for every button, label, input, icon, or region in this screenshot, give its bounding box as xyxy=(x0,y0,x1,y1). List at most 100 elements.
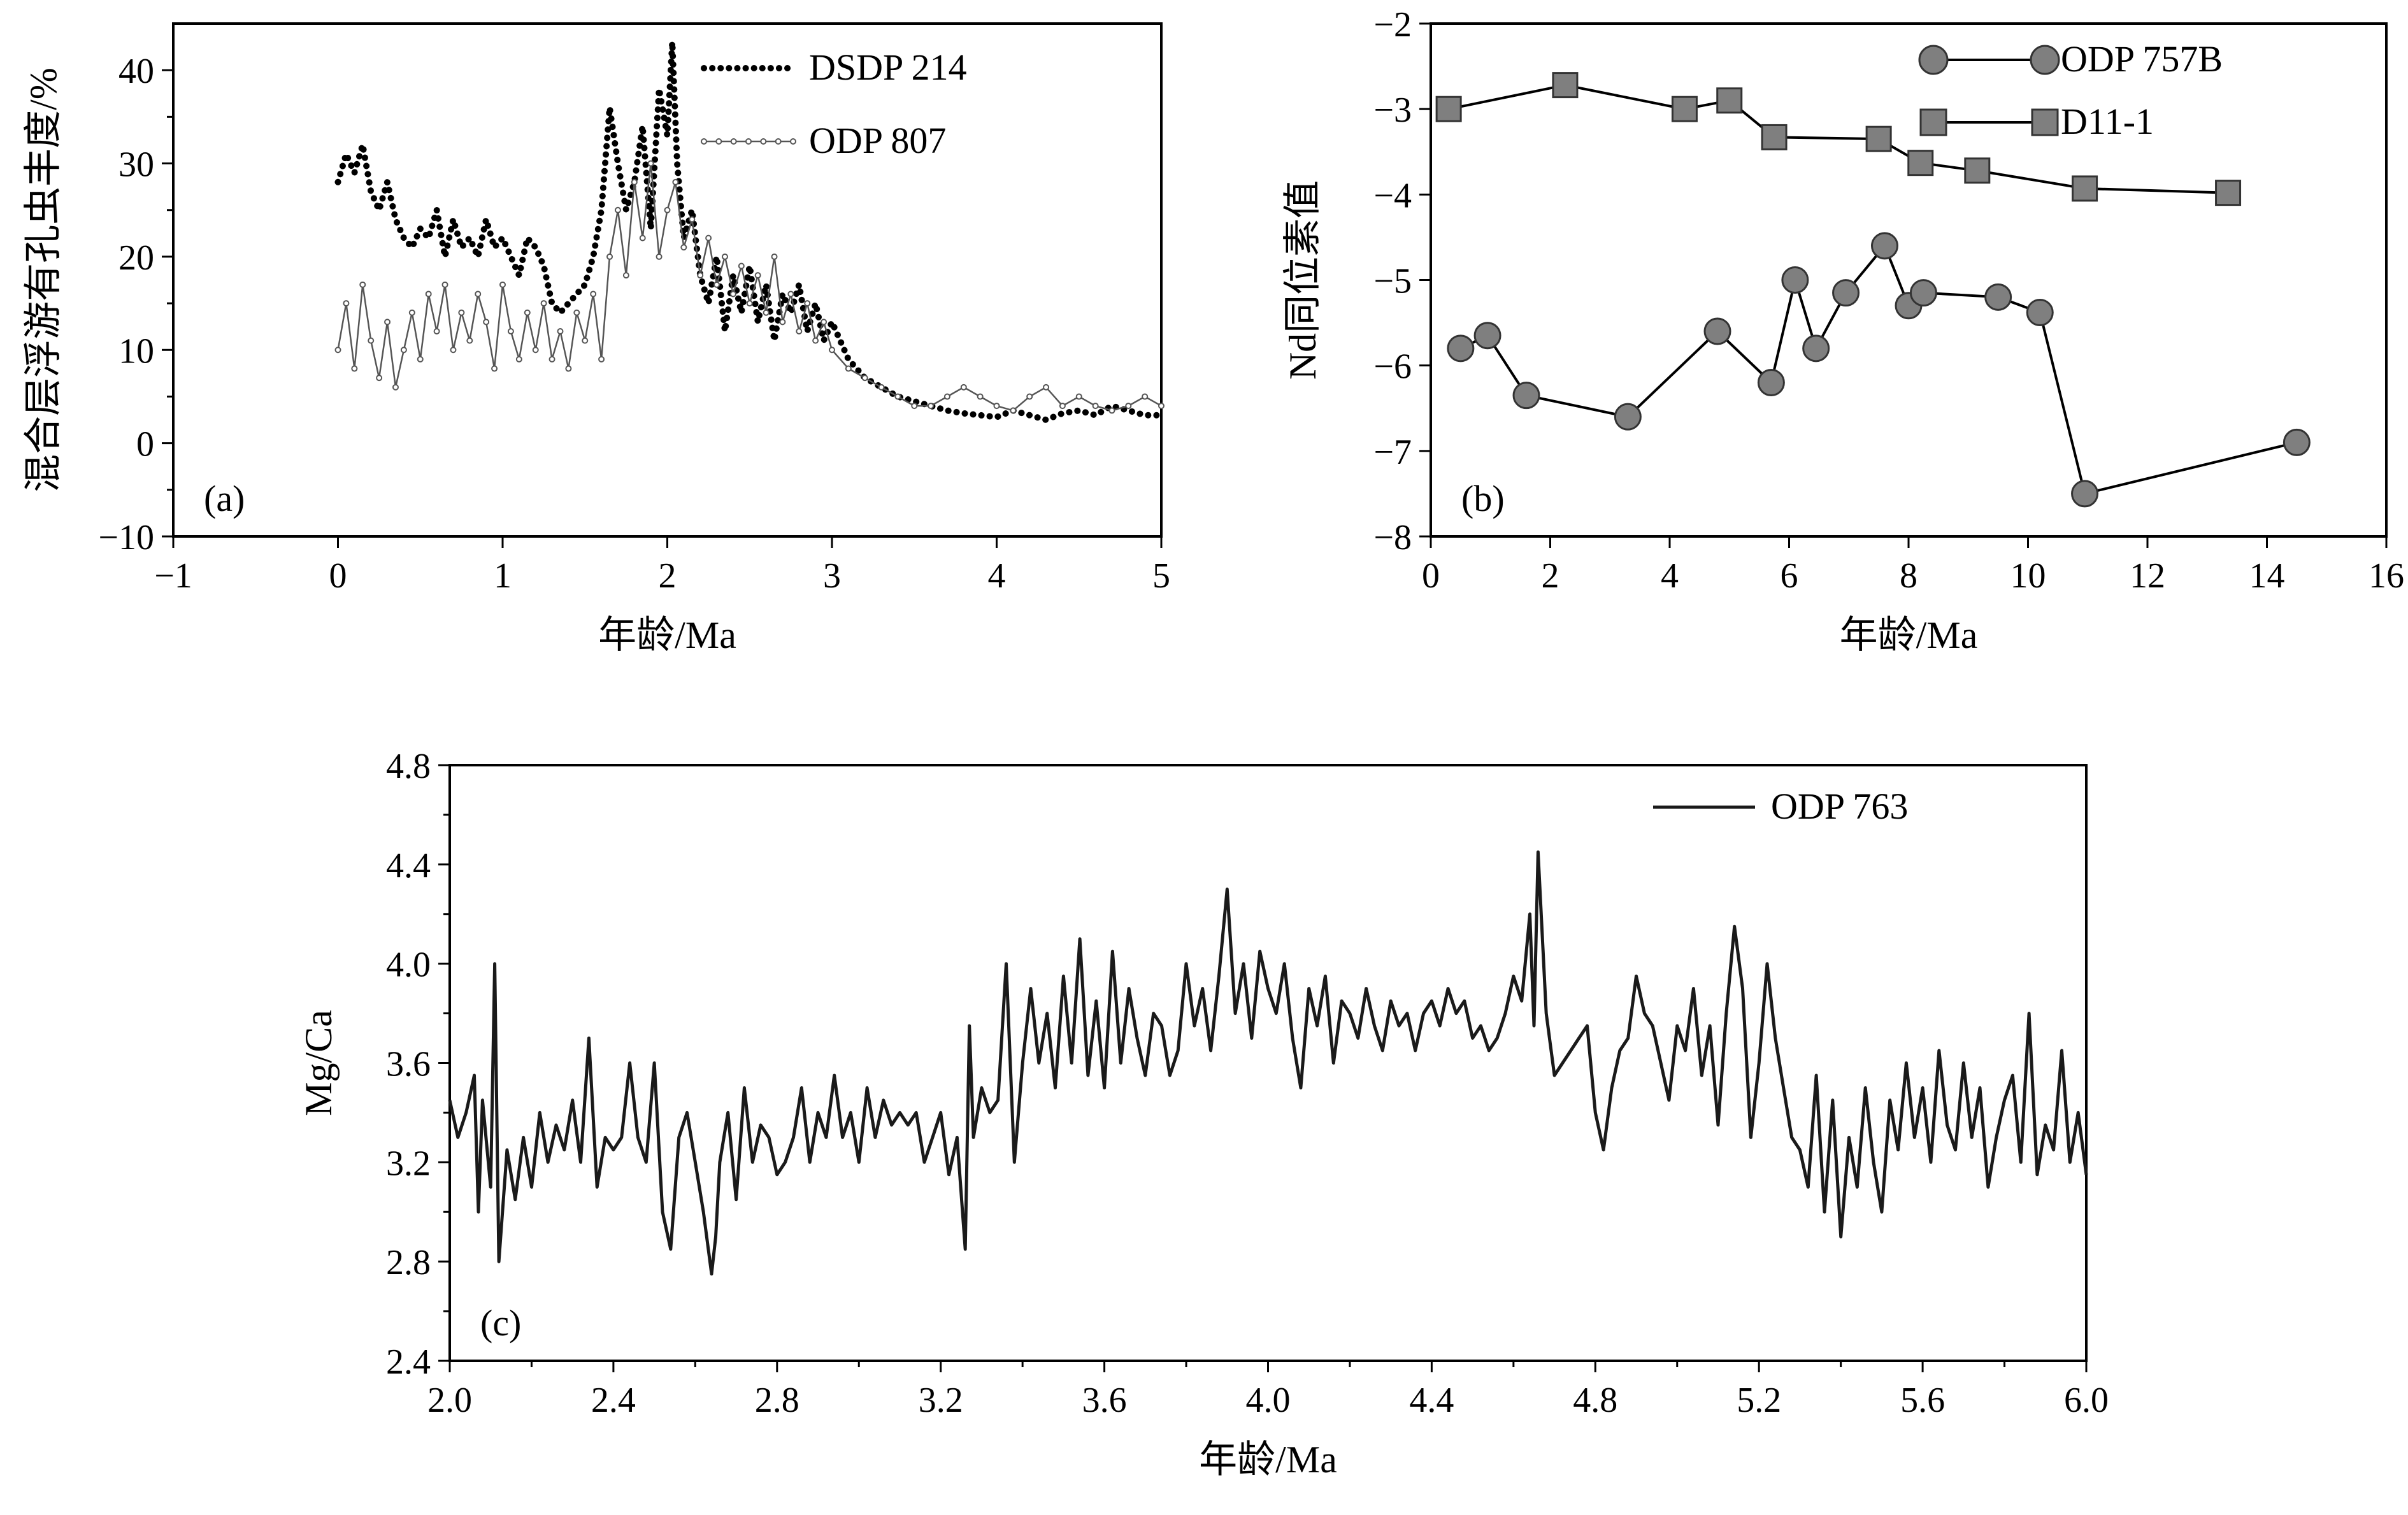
chart-b: 0 2 4 6 8 10 12 14 16 −8 −7 −6 −5 −4 −3 −2 年龄/Ma Nd同位素值 (b… xyxy=(1282,5,2404,656)
data-point xyxy=(441,281,448,288)
x-tick-label: 3 xyxy=(823,556,841,596)
series-odp-757b xyxy=(1447,232,2311,508)
chart-c: 2.0 2.4 2.8 3.2 3.6 4.0 4.4 4.8 5.2 5.6 6.02.42.83… xyxy=(297,747,2109,1481)
legend-entry: DSDP 214 xyxy=(701,47,967,88)
data-point xyxy=(993,403,1000,410)
x-tick-label: 6.0 xyxy=(2064,1381,2109,1420)
data-point xyxy=(524,309,531,316)
y-tick-label: 4.8 xyxy=(386,747,431,786)
legend-marker xyxy=(1918,45,1949,75)
data-point xyxy=(1964,157,1991,184)
legend-entry: ODP 757B xyxy=(1918,38,2223,80)
data-point xyxy=(1447,334,1475,363)
legend-entry: ODP 807 xyxy=(701,120,946,161)
data-point xyxy=(960,384,967,391)
legend-marker xyxy=(2030,45,2060,75)
data-point xyxy=(368,337,375,344)
data-point xyxy=(450,347,457,354)
data-point xyxy=(557,328,564,334)
x-tick-label: 2.0 xyxy=(427,1381,472,1420)
data-point xyxy=(548,355,555,363)
data-point xyxy=(1158,403,1165,410)
data-point xyxy=(729,291,736,298)
data-point xyxy=(713,281,720,288)
data-point xyxy=(1703,317,1731,345)
series-line xyxy=(1448,83,2228,194)
data-point xyxy=(1552,72,1579,99)
data-point xyxy=(779,319,786,326)
x-tick-label: 3.6 xyxy=(1082,1381,1127,1420)
y-axis-label: Nd同位素值 xyxy=(1282,180,1324,380)
series-odp-763 xyxy=(448,850,2088,1276)
data-point xyxy=(1781,266,1809,294)
data-point xyxy=(334,347,341,354)
x-tick-label: 4 xyxy=(988,556,1006,596)
data-point xyxy=(2283,428,2311,456)
x-tick-label: 4.4 xyxy=(1409,1381,1454,1420)
data-point xyxy=(664,206,671,213)
panel-label: (b) xyxy=(1461,478,1505,519)
y-tick-label: −3 xyxy=(1373,90,1412,130)
plot-frame xyxy=(448,764,2088,1362)
x-tick-label: 5.2 xyxy=(1737,1381,1781,1420)
data-point xyxy=(359,281,366,288)
data-point xyxy=(928,403,935,410)
data-point xyxy=(392,384,399,391)
plot-frame xyxy=(172,22,1163,538)
x-tick-label: 0 xyxy=(1422,556,1440,596)
y-tick-label: 2.8 xyxy=(386,1243,431,1282)
data-point xyxy=(1671,96,1698,122)
data-point xyxy=(1043,384,1050,391)
data-point xyxy=(408,309,415,316)
data-point xyxy=(656,253,663,260)
data-point xyxy=(1108,407,1115,414)
data-point xyxy=(1512,382,1540,410)
data-point xyxy=(1614,403,1642,431)
data-point xyxy=(565,365,572,372)
data-point xyxy=(400,347,407,354)
data-point xyxy=(689,216,696,223)
data-point xyxy=(878,384,885,391)
data-point xyxy=(977,393,984,400)
data-point xyxy=(376,375,383,382)
data-point xyxy=(787,291,794,298)
data-point xyxy=(1907,150,1934,176)
x-tick-label: 4.0 xyxy=(1246,1381,1291,1420)
data-point xyxy=(582,337,589,344)
data-point xyxy=(532,347,539,354)
y-tick-label: 0 xyxy=(136,425,154,464)
data-point xyxy=(2026,298,2054,326)
data-point xyxy=(861,375,868,382)
panel-label: (a) xyxy=(204,478,245,519)
data-point xyxy=(515,355,522,363)
series-dsdp-214 xyxy=(334,42,1165,424)
series-odp-807 xyxy=(334,160,1165,414)
data-point xyxy=(1865,126,1892,152)
x-tick-label: 2 xyxy=(659,556,677,596)
legend-marker xyxy=(701,138,707,145)
data-point xyxy=(1142,393,1149,400)
data-point xyxy=(2071,480,2099,508)
series-line xyxy=(1460,243,2297,496)
data-point xyxy=(631,178,638,185)
data-point xyxy=(771,253,778,260)
data-point xyxy=(499,281,506,288)
legend-entry: D11-1 xyxy=(1919,101,2154,142)
y-tick-label: 10 xyxy=(118,331,154,371)
legend-label: D11-1 xyxy=(2061,101,2154,142)
legend-label: ODP 807 xyxy=(809,120,946,161)
data-point xyxy=(1909,279,1937,307)
data-point xyxy=(1092,403,1099,410)
data-point xyxy=(433,328,440,334)
data-point xyxy=(829,347,835,354)
x-tick-label: 10 xyxy=(2010,556,2046,596)
legend-marker xyxy=(730,138,737,145)
data-point xyxy=(639,234,646,241)
x-axis-label: 年龄/Ma xyxy=(598,614,736,656)
legend-marker xyxy=(2031,108,2059,136)
data-point xyxy=(458,309,465,316)
x-tick-label: 2 xyxy=(1542,556,1559,596)
data-point xyxy=(821,319,828,326)
x-tick-label: 3.2 xyxy=(919,1381,963,1420)
